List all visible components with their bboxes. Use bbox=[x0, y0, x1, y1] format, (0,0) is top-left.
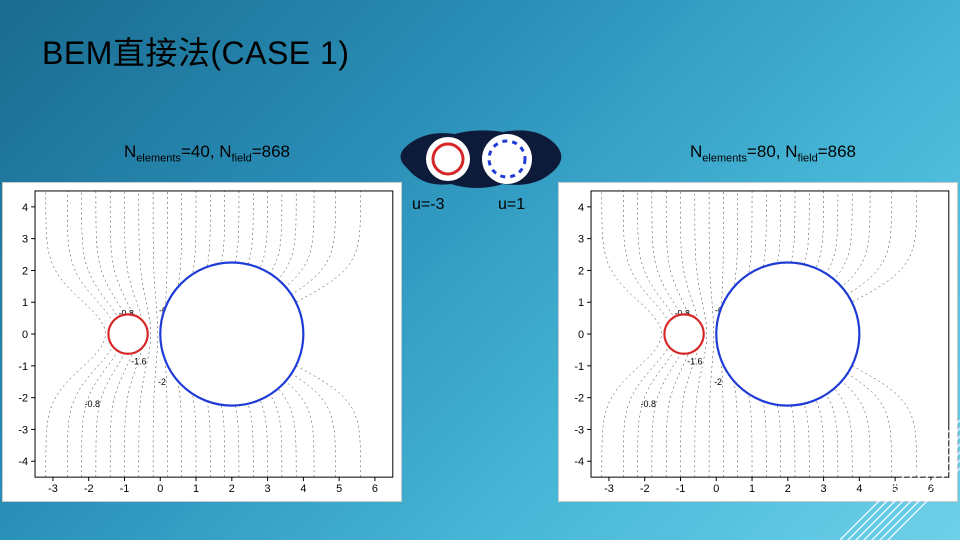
svg-text:6: 6 bbox=[372, 483, 378, 495]
svg-text:-2: -2 bbox=[574, 393, 584, 405]
svg-text:5: 5 bbox=[336, 483, 342, 495]
svg-text:-4: -4 bbox=[18, 456, 28, 468]
svg-text:-2: -2 bbox=[18, 393, 28, 405]
svg-text:-2: -2 bbox=[84, 483, 94, 495]
svg-text:-1.6: -1.6 bbox=[131, 356, 146, 366]
svg-text:-4: -4 bbox=[574, 456, 584, 468]
svg-text:1: 1 bbox=[193, 483, 199, 495]
svg-text:-1: -1 bbox=[676, 483, 686, 495]
svg-text:3: 3 bbox=[578, 234, 584, 246]
svg-text:3: 3 bbox=[265, 483, 271, 495]
svg-text:4: 4 bbox=[300, 483, 306, 495]
svg-text:4: 4 bbox=[22, 202, 28, 214]
svg-text:3: 3 bbox=[821, 483, 827, 495]
svg-text:-2: -2 bbox=[158, 377, 166, 387]
svg-text:2: 2 bbox=[22, 265, 28, 277]
svg-text:0: 0 bbox=[22, 329, 28, 341]
svg-text:-1: -1 bbox=[574, 361, 584, 373]
legend-blob bbox=[385, 126, 575, 194]
svg-text:-2: -2 bbox=[714, 377, 722, 387]
svg-text:-3: -3 bbox=[574, 424, 584, 436]
plot-left: -3-2-10123456-4-3-2-101234-0.8-0.20.2-1.… bbox=[2, 182, 402, 502]
legend-label-right: u=1 bbox=[498, 196, 525, 214]
caption-right: Nelements=80, Nfield=868 bbox=[690, 142, 856, 164]
svg-text:3: 3 bbox=[22, 234, 28, 246]
svg-text:6: 6 bbox=[928, 483, 934, 495]
svg-text:1: 1 bbox=[749, 483, 755, 495]
svg-text:-1.6: -1.6 bbox=[687, 356, 702, 366]
svg-text:0: 0 bbox=[713, 483, 719, 495]
svg-text:-3: -3 bbox=[18, 424, 28, 436]
svg-text:-0.8: -0.8 bbox=[641, 399, 656, 409]
caption-left: Nelements=40, Nfield=868 bbox=[124, 142, 290, 164]
svg-text:-2: -2 bbox=[640, 483, 650, 495]
plot-right: -3-2-10123456-4-3-2-101234-0.8-0.20.2-1.… bbox=[558, 182, 958, 502]
svg-text:0: 0 bbox=[157, 483, 163, 495]
svg-text:-0.8: -0.8 bbox=[85, 399, 100, 409]
svg-text:2: 2 bbox=[578, 265, 584, 277]
svg-text:2: 2 bbox=[229, 483, 235, 495]
n-elements-left: 40 bbox=[191, 142, 210, 161]
svg-text:1: 1 bbox=[578, 297, 584, 309]
svg-text:4: 4 bbox=[578, 202, 584, 214]
svg-text:5: 5 bbox=[892, 483, 898, 495]
svg-text:-1: -1 bbox=[120, 483, 130, 495]
blob-shape bbox=[400, 130, 561, 188]
legend-label-left: u=-3 bbox=[412, 196, 444, 214]
n-elements-right: 80 bbox=[757, 142, 776, 161]
svg-text:-3: -3 bbox=[604, 483, 614, 495]
svg-text:4: 4 bbox=[856, 483, 862, 495]
page-title: BEM直接法(CASE 1) bbox=[42, 28, 350, 74]
n-field-right: 868 bbox=[828, 142, 856, 161]
n-field-left: 868 bbox=[262, 142, 290, 161]
svg-text:-1: -1 bbox=[18, 361, 28, 373]
svg-text:1: 1 bbox=[22, 297, 28, 309]
svg-text:0: 0 bbox=[578, 329, 584, 341]
svg-text:-3: -3 bbox=[48, 483, 58, 495]
svg-text:2: 2 bbox=[785, 483, 791, 495]
